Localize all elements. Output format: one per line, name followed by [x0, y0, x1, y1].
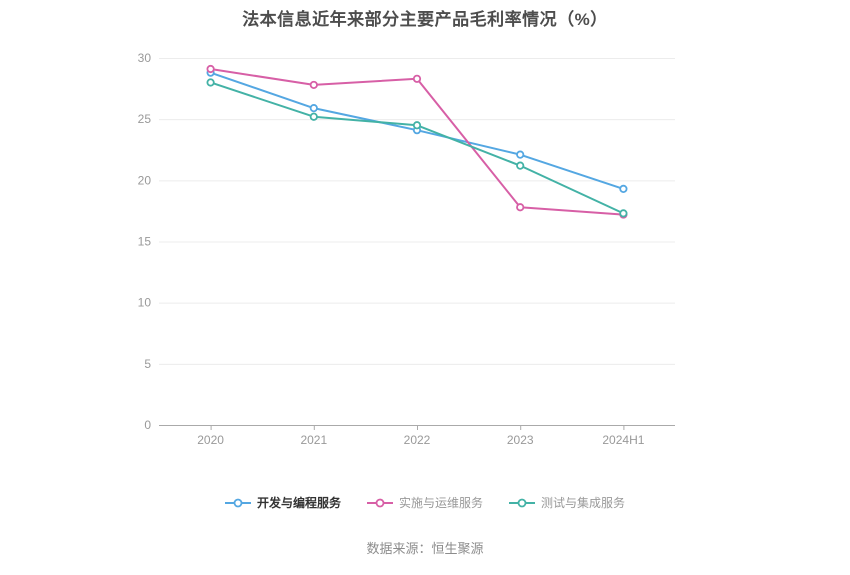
y-tick-label: 25 — [138, 112, 152, 126]
legend-label: 测试与集成服务 — [541, 496, 626, 510]
data-point-开发与编程服务-2024H1[interactable] — [619, 184, 628, 193]
data-point-开发与编程服务-2021[interactable] — [309, 104, 318, 113]
line-chart-plot-area: 0 5 10 15 20 25 30 2020 2021 2022 2023 2024H1 — [138, 51, 675, 447]
y-tick-label: 30 — [138, 51, 152, 65]
data-point-实施与运维服务-2021[interactable] — [309, 80, 318, 90]
data-point-开发与编程服务-2023[interactable] — [516, 150, 525, 159]
data-point-测试与集成服务-2021[interactable] — [309, 112, 318, 121]
legend-line-marker-icon — [509, 498, 535, 508]
legend-item-实施与运维服务[interactable]: 实施与运维服务 — [366, 496, 483, 510]
legend-label: 实施与运维服务 — [398, 496, 483, 510]
y-tick-label: 15 — [138, 235, 152, 249]
y-tick-label: 5 — [144, 357, 151, 371]
y-tick-label: 0 — [144, 418, 151, 432]
x-tick-label: 2023 — [507, 433, 534, 447]
legend-line-marker-icon — [366, 498, 393, 508]
data-source: 数据来源：恒生聚源 — [366, 541, 484, 556]
y-tick-label: 10 — [138, 296, 152, 310]
data-point-实施与运维服务-2023[interactable] — [516, 203, 525, 212]
series-line-测试与集成服务[interactable] — [209, 81, 625, 215]
chart-title: 法本信息近年来部分主要产品毛利率情况（%） — [242, 10, 608, 29]
data-point-实施与运维服务-2020[interactable] — [206, 64, 215, 74]
data-point-测试与集成服务-2024H1[interactable] — [619, 209, 628, 218]
legend-line-marker-icon — [224, 498, 251, 508]
data-point-测试与集成服务-2023[interactable] — [516, 161, 525, 170]
data-point-实施与运维服务-2022[interactable] — [412, 74, 422, 83]
data-point-测试与集成服务-2020[interactable] — [206, 78, 215, 87]
legend-item-测试与集成服务[interactable]: 测试与集成服务 — [509, 496, 625, 510]
legend-label: 开发与编程服务 — [256, 496, 341, 510]
y-tick-label: 20 — [138, 173, 152, 187]
x-tick-label: 2020 — [197, 433, 224, 447]
series-line-实施与运维服务[interactable] — [209, 68, 625, 216]
x-tick-label: 2022 — [404, 433, 431, 447]
legend: 开发与编程服务 实施与运维服务 测试与集成服务 — [0, 496, 850, 510]
x-tick-label: 2024H1 — [602, 433, 644, 447]
data-point-测试与集成服务-2022[interactable] — [412, 121, 422, 130]
x-tick-label: 2021 — [300, 433, 327, 447]
legend-item-开发与编程服务[interactable]: 开发与编程服务 — [224, 496, 341, 510]
